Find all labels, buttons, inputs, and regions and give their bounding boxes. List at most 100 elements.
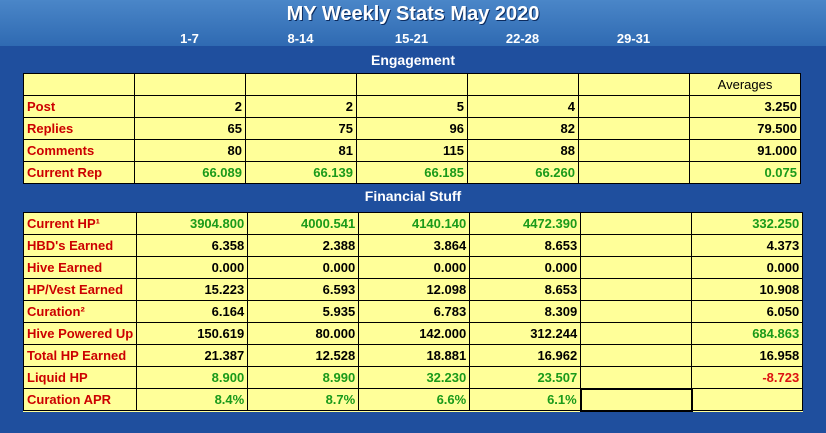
cell[interactable]: 6.783	[358, 300, 471, 323]
cell[interactable]: 66.089	[134, 161, 246, 184]
cell[interactable]: 4472.390	[469, 212, 582, 235]
average-cell[interactable]: 684.863	[691, 322, 804, 345]
row-label[interactable]: Hive Powered Up	[22, 322, 138, 345]
cell[interactable]	[580, 300, 693, 323]
cell[interactable]: 82	[467, 117, 579, 140]
cell[interactable]: 0.000	[358, 256, 471, 279]
cell[interactable]: 21.387	[136, 344, 249, 367]
average-cell[interactable]: 0.000	[691, 256, 804, 279]
selected-cell[interactable]	[579, 387, 693, 412]
cell[interactable]	[578, 95, 690, 118]
cell[interactable]	[580, 278, 693, 301]
cell[interactable]: 8.990	[247, 366, 360, 389]
cell[interactable]: 81	[245, 139, 357, 162]
row-label[interactable]: Current Rep	[23, 161, 135, 184]
cell[interactable]: 15.223	[136, 278, 249, 301]
cell[interactable]: 6.6%	[358, 388, 471, 411]
cell[interactable]: 65	[134, 117, 246, 140]
table-row: Hive Powered Up 150.619 80.000 142.000 3…	[22, 322, 804, 345]
average-cell[interactable]: 3.250	[689, 95, 801, 118]
cell[interactable]	[578, 139, 690, 162]
cell[interactable]	[580, 234, 693, 257]
cell[interactable]: 12.528	[247, 344, 360, 367]
row-label[interactable]: Comments	[23, 139, 135, 162]
average-cell[interactable]	[691, 388, 804, 411]
row-label[interactable]: Post	[23, 95, 135, 118]
cell[interactable]: 3904.800	[136, 212, 249, 235]
cell[interactable]: 75	[245, 117, 357, 140]
cell[interactable]: 142.000	[358, 322, 471, 345]
cell[interactable]	[580, 256, 693, 279]
cell[interactable]: 4140.140	[358, 212, 471, 235]
cell[interactable]: 6.164	[136, 300, 249, 323]
cell[interactable]: 8.7%	[247, 388, 360, 411]
cell[interactable]	[578, 117, 690, 140]
cell[interactable]: 312.244	[469, 322, 582, 345]
cell[interactable]: 12.098	[358, 278, 471, 301]
cell[interactable]: 8.900	[136, 366, 249, 389]
cell[interactable]: 4000.541	[247, 212, 360, 235]
cell[interactable]: 6.593	[247, 278, 360, 301]
cell[interactable]: 8.4%	[136, 388, 249, 411]
cell[interactable]: 80	[134, 139, 246, 162]
average-cell[interactable]: 332.250	[691, 212, 804, 235]
cell[interactable]	[580, 344, 693, 367]
average-cell[interactable]: 10.908	[691, 278, 804, 301]
average-cell[interactable]: 16.958	[691, 344, 804, 367]
cell[interactable]: 66.260	[467, 161, 579, 184]
cell[interactable]: 2.388	[247, 234, 360, 257]
cell[interactable]: 8.653	[469, 234, 582, 257]
cell[interactable]	[578, 161, 690, 184]
cell[interactable]: 0.000	[469, 256, 582, 279]
cell[interactable]: 8.653	[469, 278, 582, 301]
cell[interactable]	[580, 322, 693, 345]
averages-header[interactable]: Averages	[689, 73, 801, 96]
cell[interactable]: 18.881	[358, 344, 471, 367]
cell[interactable]: 0.000	[247, 256, 360, 279]
cell[interactable]: 16.962	[469, 344, 582, 367]
average-cell[interactable]: -8.723	[691, 366, 804, 389]
cell[interactable]: 0.000	[136, 256, 249, 279]
average-cell[interactable]: 4.373	[691, 234, 804, 257]
row-label[interactable]: HP/Vest Earned	[22, 278, 138, 301]
row-label[interactable]: Curation APR	[22, 388, 138, 411]
cell[interactable]	[356, 73, 468, 96]
row-label[interactable]: Replies	[23, 117, 135, 140]
average-cell[interactable]: 0.075	[689, 161, 801, 184]
cell[interactable]: 23.507	[469, 366, 582, 389]
cell[interactable]: 66.185	[356, 161, 468, 184]
average-cell[interactable]: 79.500	[689, 117, 801, 140]
cell[interactable]: 6.1%	[469, 388, 582, 411]
row-label[interactable]: HBD's Earned	[22, 234, 138, 257]
cell[interactable]: 6.358	[136, 234, 249, 257]
average-cell[interactable]: 6.050	[691, 300, 804, 323]
row-label[interactable]: Total HP Earned	[22, 344, 138, 367]
cell[interactable]	[134, 73, 246, 96]
cell[interactable]: 8.309	[469, 300, 582, 323]
cell[interactable]	[578, 73, 690, 96]
cell[interactable]: 88	[467, 139, 579, 162]
row-label[interactable]: Hive Earned	[22, 256, 138, 279]
cell[interactable]	[245, 73, 357, 96]
cell[interactable]: 2	[134, 95, 246, 118]
row-label[interactable]: Liquid HP	[22, 366, 138, 389]
cell[interactable]: 115	[356, 139, 468, 162]
cell[interactable]: 66.139	[245, 161, 357, 184]
row-label[interactable]: Curation²	[22, 300, 138, 323]
cell[interactable]: 150.619	[136, 322, 249, 345]
title-band	[0, 0, 826, 46]
cell[interactable]: 5	[356, 95, 468, 118]
cell[interactable]: 4	[467, 95, 579, 118]
cell[interactable]: 2	[245, 95, 357, 118]
cell[interactable]	[580, 366, 693, 389]
average-cell[interactable]: 91.000	[689, 139, 801, 162]
row-label[interactable]: Current HP¹	[22, 212, 138, 235]
cell[interactable]: 3.864	[358, 234, 471, 257]
cell[interactable]	[580, 212, 693, 235]
cell[interactable]: 32.230	[358, 366, 471, 389]
cell[interactable]	[467, 73, 579, 96]
cell[interactable]	[23, 73, 135, 96]
cell[interactable]: 5.935	[247, 300, 360, 323]
cell[interactable]: 80.000	[247, 322, 360, 345]
cell[interactable]: 96	[356, 117, 468, 140]
